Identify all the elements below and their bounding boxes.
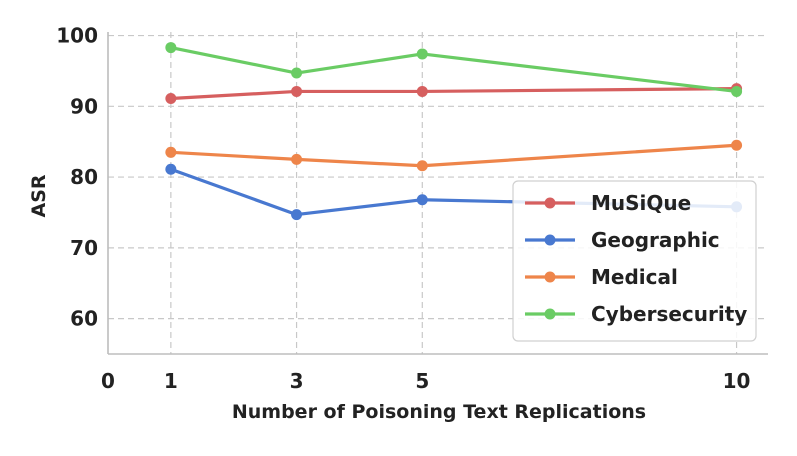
data-point-cybersecurity [416,48,428,60]
x-tick-label: 1 [164,369,178,393]
data-point-geographic [291,209,303,221]
data-point-geographic [165,163,177,175]
legend-label-cybersecurity: Cybersecurity [591,302,747,326]
data-point-cybersecurity [291,67,303,79]
x-tick-label: 0 [101,369,115,393]
series-line-cybersecurity [169,45,739,94]
y-tick-label: 70 [70,236,98,260]
grid [108,32,768,354]
x-tick-labels: 0 1 3 5 10 [101,369,750,393]
data-point-musique [291,85,303,97]
legend-label-geographic: Geographic [591,228,720,252]
legend-label-musique: MuSiQue [591,191,691,215]
y-tick-label: 90 [70,94,98,118]
y-axis-label: ASR [28,174,50,217]
y-tick-label: 80 [70,165,98,189]
data-point-medical [165,146,177,158]
data-point-medical [416,160,428,172]
x-tick-label: 5 [415,369,429,393]
y-tick-label: 60 [70,307,98,331]
x-tick-label: 3 [290,369,304,393]
y-tick-labels: 60 70 80 90 100 [56,24,98,331]
legend-box [512,180,757,342]
legend-marker-musique [544,197,556,209]
legend: MuSiQue Geographic Medical Cybersecurity [512,180,757,342]
legend-marker-cybersecurity [544,308,556,320]
axes [107,32,768,355]
legend-marker-geographic [544,234,556,246]
data-point-medical [291,153,303,165]
series-line-medical [169,143,739,168]
data-point-musique [165,93,177,105]
data-point-geographic [416,194,428,206]
data-point-medical [731,139,743,151]
x-tick-label: 10 [723,369,751,393]
data-point-cybersecurity [165,42,177,54]
data-point-musique [416,85,428,97]
legend-marker-medical [544,271,556,283]
x-axis-label: Number of Poisoning Text Replications [232,401,646,423]
legend-label-medical: Medical [591,265,678,289]
y-tick-label: 100 [56,24,98,48]
series-line-musique [169,87,739,101]
data-point-cybersecurity [731,85,743,97]
